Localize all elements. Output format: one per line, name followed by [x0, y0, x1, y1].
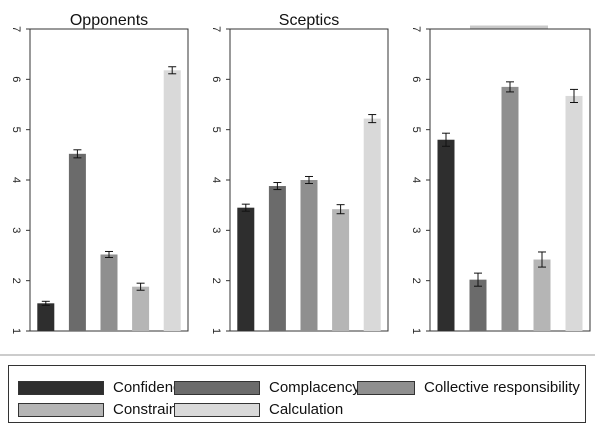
y-tick-label: 2	[10, 278, 22, 284]
y-tick-label: 1	[210, 328, 222, 334]
legend-item-calculation: Calculation	[174, 401, 343, 418]
bar	[132, 286, 150, 331]
y-tick-label: 5	[210, 127, 222, 133]
y-tick-label: 1	[410, 328, 422, 334]
legend-swatch-calculation	[174, 402, 260, 417]
legend-item-complacency: Complacency	[174, 379, 360, 396]
legend-label-complacency: Complacency	[269, 379, 360, 396]
y-tick-label: 5	[410, 127, 422, 133]
legend-item-constraints: Constraints	[18, 401, 189, 418]
y-tick-label: 2	[210, 278, 222, 284]
y-tick-label: 7	[10, 26, 22, 32]
bar	[237, 207, 255, 331]
panel-title: Opponents	[70, 12, 148, 29]
legend-item-confidence: Confidence	[18, 379, 189, 396]
y-tick-label: 6	[210, 76, 222, 82]
legend-swatch-collective-responsibility	[357, 380, 415, 395]
y-tick-label: 4	[410, 177, 422, 183]
legend-label-calculation: Calculation	[269, 401, 344, 418]
y-tick-label: 6	[10, 76, 22, 82]
bar	[565, 95, 583, 332]
bar	[363, 118, 381, 332]
legend-label-collective-responsibility: Collective responsibility	[424, 379, 580, 396]
legend-item-collective-responsibility: Collective responsibility	[357, 379, 580, 396]
y-tick-label: 7	[210, 26, 222, 32]
y-tick-label: 4	[210, 177, 222, 183]
legend-swatch-confidence	[18, 380, 104, 395]
bar	[100, 254, 118, 331]
y-tick-label: 3	[10, 227, 22, 233]
y-tick-label: 7	[410, 26, 422, 32]
legend-label-confidence: Confidence	[113, 379, 189, 396]
y-tick-label: 2	[410, 278, 422, 284]
y-tick-label: 6	[410, 76, 422, 82]
y-tick-label: 1	[10, 328, 22, 334]
legend: Confidence Complacency Collective respon…	[8, 365, 586, 423]
bar	[469, 279, 487, 331]
bar	[163, 70, 181, 332]
legend-swatch-constraints	[18, 402, 104, 417]
bar	[437, 139, 455, 331]
y-tick-label: 4	[10, 177, 22, 183]
panel-title: Sceptics	[279, 12, 339, 29]
bar	[300, 180, 318, 331]
legend-label-constraints: Constraints	[113, 401, 189, 418]
bar	[501, 86, 519, 331]
bar	[37, 303, 55, 331]
bar	[68, 153, 86, 331]
y-tick-label: 3	[210, 227, 222, 233]
y-tick-label: 5	[10, 127, 22, 133]
legend-swatch-complacency	[174, 380, 260, 395]
bar	[533, 259, 551, 331]
y-tick-label: 3	[410, 227, 422, 233]
bar	[268, 186, 286, 331]
bar	[332, 209, 350, 331]
charts-area: Opponents 1 2 3 4 5 6 7 Sceptics 1 2 3 4 5 6 7 1 2 3 4 5 6 7	[0, 12, 595, 356]
